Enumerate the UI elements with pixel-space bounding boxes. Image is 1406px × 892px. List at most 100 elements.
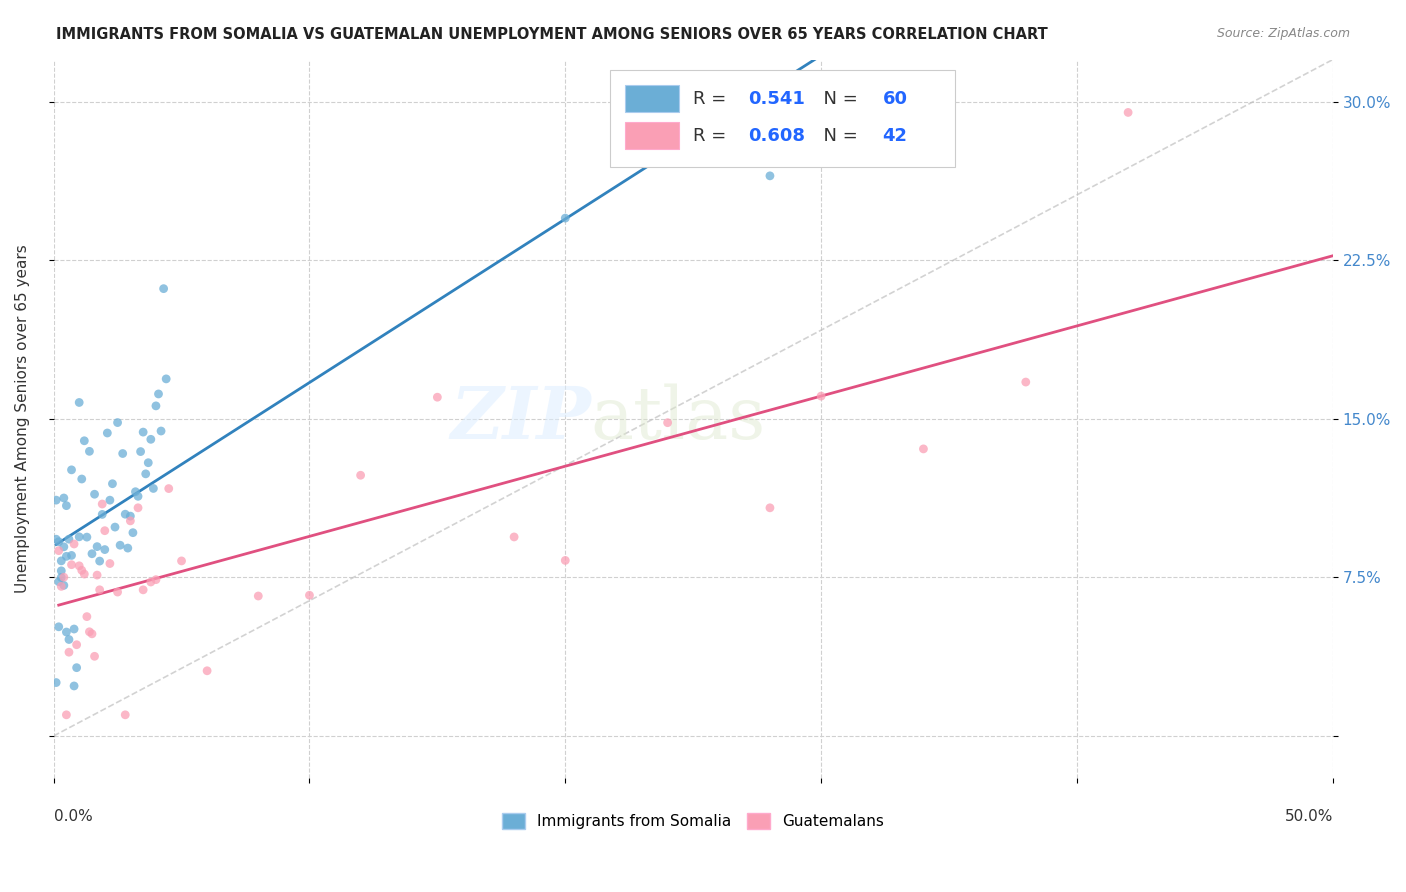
Point	[63, 679, 86, 693]
Point	[58, 645, 80, 659]
Point	[1015, 375, 1038, 389]
Legend: Immigrants from Somalia, Guatemalans: Immigrants from Somalia, Guatemalans	[496, 807, 890, 835]
Point	[759, 169, 782, 183]
Point	[48, 574, 70, 589]
Point	[554, 211, 576, 226]
Point	[51, 579, 73, 593]
Point	[145, 573, 167, 587]
Point	[67, 530, 90, 544]
Point	[55, 625, 77, 640]
Point	[79, 444, 101, 458]
Point	[52, 570, 75, 584]
Point	[94, 524, 117, 538]
Text: atlas: atlas	[591, 384, 766, 454]
Point	[55, 499, 77, 513]
Point	[80, 547, 103, 561]
Point	[60, 463, 83, 477]
Point	[66, 638, 89, 652]
Point	[195, 664, 218, 678]
Point	[51, 564, 73, 578]
Point	[45, 533, 67, 547]
Point	[55, 549, 77, 564]
Point	[48, 620, 70, 634]
Point	[89, 554, 111, 568]
Point	[170, 554, 193, 568]
Point	[94, 542, 117, 557]
Point	[91, 508, 114, 522]
Point	[127, 489, 149, 503]
Point	[108, 538, 131, 552]
Point	[503, 530, 526, 544]
Point	[89, 582, 111, 597]
Bar	[626, 85, 679, 112]
Point	[60, 549, 83, 563]
Point	[48, 543, 70, 558]
Point	[132, 582, 155, 597]
Text: 60: 60	[883, 90, 907, 108]
Point	[1116, 105, 1139, 120]
Point	[73, 434, 96, 448]
Point	[657, 416, 679, 430]
Point	[63, 537, 86, 551]
Point	[114, 707, 136, 722]
Point	[127, 500, 149, 515]
Point	[104, 520, 127, 534]
Point	[98, 557, 121, 571]
Point	[107, 416, 129, 430]
Point	[63, 622, 86, 636]
Point	[152, 282, 174, 296]
Text: 0.608: 0.608	[748, 128, 806, 145]
Point	[912, 442, 935, 456]
Point	[157, 482, 180, 496]
Point	[51, 554, 73, 568]
Point	[91, 497, 114, 511]
Point	[96, 425, 118, 440]
Text: 42: 42	[883, 128, 907, 145]
Point	[554, 553, 576, 567]
Point	[67, 395, 90, 409]
Point	[55, 707, 77, 722]
Point	[66, 661, 89, 675]
Point	[45, 493, 67, 508]
Point	[58, 632, 80, 647]
Point	[142, 482, 165, 496]
Point	[247, 589, 270, 603]
Y-axis label: Unemployment Among Seniors over 65 years: Unemployment Among Seniors over 65 years	[15, 244, 30, 593]
Point	[58, 532, 80, 546]
Text: ZIP: ZIP	[450, 384, 591, 454]
Point	[76, 609, 98, 624]
Point	[83, 649, 105, 664]
Point	[83, 487, 105, 501]
Point	[349, 468, 371, 483]
Point	[70, 563, 93, 577]
Point	[79, 624, 101, 639]
Point	[114, 507, 136, 521]
Point	[76, 530, 98, 544]
Point	[155, 372, 177, 386]
Point	[73, 567, 96, 582]
Point	[124, 484, 146, 499]
Text: R =: R =	[693, 90, 733, 108]
Point	[122, 525, 145, 540]
Point	[107, 585, 129, 599]
Point	[117, 541, 139, 555]
Point	[139, 574, 162, 589]
Point	[51, 570, 73, 584]
Text: 0.0%: 0.0%	[53, 809, 93, 824]
Point	[60, 558, 83, 572]
Point	[45, 675, 67, 690]
Point	[120, 514, 142, 528]
Point	[150, 424, 173, 438]
Point	[136, 456, 159, 470]
Point	[129, 444, 152, 458]
Point	[426, 390, 449, 404]
Point	[86, 568, 108, 582]
Point	[120, 509, 142, 524]
Point	[52, 491, 75, 505]
Point	[111, 446, 134, 460]
Text: R =: R =	[693, 128, 733, 145]
Point	[70, 472, 93, 486]
Point	[52, 540, 75, 554]
Point	[759, 500, 782, 515]
Point	[48, 534, 70, 549]
